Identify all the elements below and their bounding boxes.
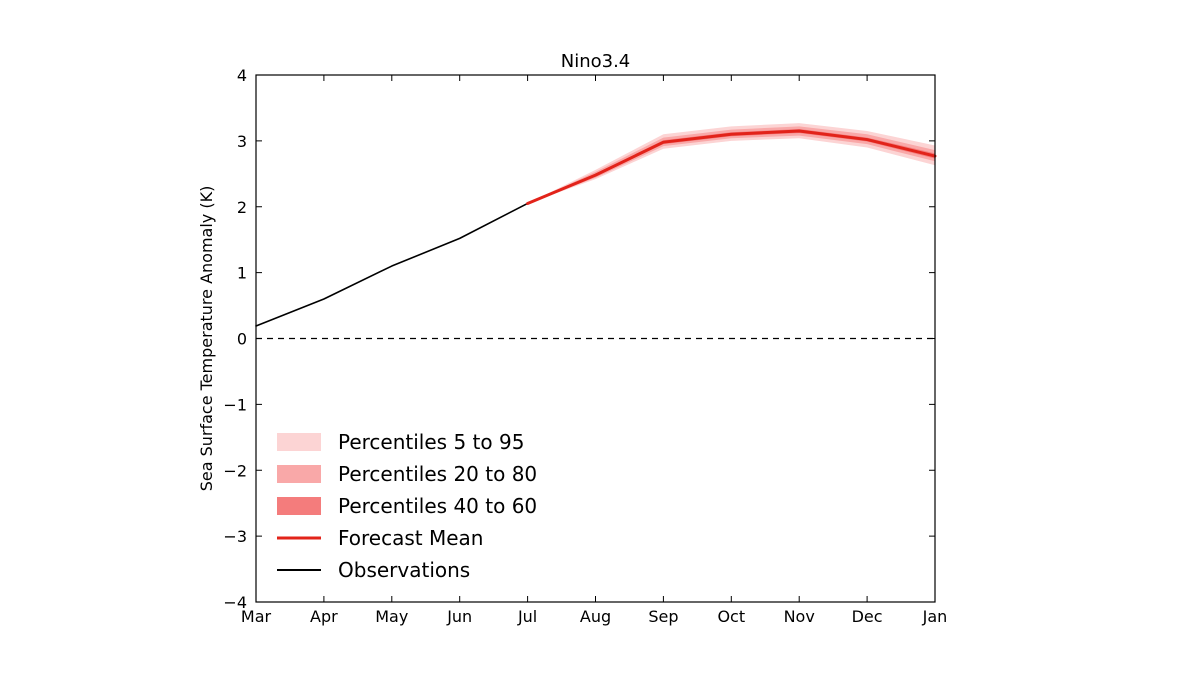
x-tick-label: Aug <box>580 607 611 626</box>
legend-swatch-percentiles-20-to-80 <box>277 465 321 483</box>
y-tick-label: 0 <box>237 330 247 349</box>
x-tick-label: Jan <box>922 607 948 626</box>
x-axis: Mar Apr May Jun Jul Aug Sep Oct Nov Dec Jan <box>241 75 947 626</box>
legend-label-percentiles-20-to-80: Percentiles 20 to 80 <box>338 462 537 486</box>
legend-label-percentiles-40-to-60: Percentiles 40 to 60 <box>338 494 537 518</box>
y-tick-label: −2 <box>223 461 247 480</box>
y-tick-label: −4 <box>223 593 247 612</box>
chart-title: Nino3.4 <box>561 51 631 72</box>
x-tick-label: May <box>375 607 408 626</box>
y-tick-label: −3 <box>223 527 247 546</box>
band-percentiles-5-to-95 <box>527 123 935 204</box>
series-lines <box>255 129 937 327</box>
y-axis-label: Sea Surface Temperature Anomaly (K) <box>197 186 216 492</box>
legend-label-forecast-mean: Forecast Mean <box>338 526 483 550</box>
legend-label-percentiles-5-to-95: Percentiles 5 to 95 <box>338 430 524 454</box>
series-line-forecast-mean <box>526 129 937 205</box>
y-tick-label: 1 <box>237 264 247 283</box>
x-tick-label: Mar <box>241 607 272 626</box>
percentile-bands <box>527 123 935 204</box>
y-tick-label: 2 <box>237 198 247 217</box>
x-tick-label: Nov <box>784 607 815 626</box>
y-tick-label: 3 <box>237 132 247 151</box>
x-tick-label: Jul <box>517 607 537 626</box>
y-tick-label: 4 <box>237 66 247 85</box>
x-tick-label: Apr <box>310 607 338 626</box>
series-line-observations <box>255 202 529 327</box>
y-tick-label: −1 <box>223 395 247 414</box>
y-axis: 4 3 2 1 0 −1 −2 −3 −4 <box>223 66 935 612</box>
legend-label-observations: Observations <box>338 558 470 582</box>
x-tick-label: Sep <box>648 607 678 626</box>
band-percentiles-20-to-80 <box>527 126 935 204</box>
legend: Percentiles 5 to 95 Percentiles 20 to 80 P… <box>277 430 537 582</box>
x-tick-label: Oct <box>717 607 745 626</box>
legend-swatch-percentiles-5-to-95 <box>277 433 321 451</box>
legend-swatch-percentiles-40-to-60 <box>277 497 321 515</box>
x-tick-label: Jun <box>446 607 472 626</box>
x-tick-label: Dec <box>852 607 883 626</box>
